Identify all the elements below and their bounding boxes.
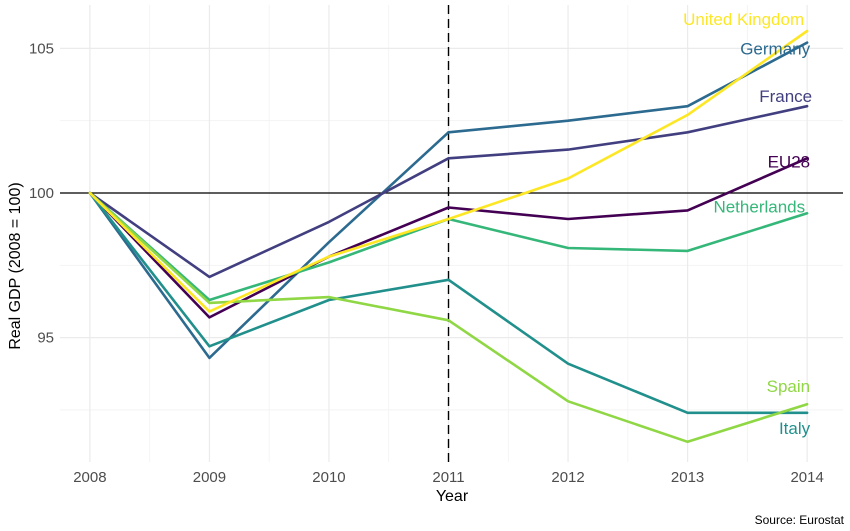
- series-label-eu28: EU28: [768, 152, 811, 171]
- series-label-france: France: [759, 87, 812, 106]
- x-tick-label: 2010: [312, 469, 345, 486]
- x-tick-label: 2009: [193, 469, 226, 486]
- major-gridlines: [60, 5, 843, 462]
- series-line-spain: [88, 191, 809, 444]
- series-label-united-kingdom: United Kingdom: [683, 10, 804, 29]
- x-tick-label: 2008: [73, 469, 106, 486]
- x-tick-label: 2014: [790, 469, 823, 486]
- y-tick-label: 100: [29, 185, 54, 202]
- reference-lines: [60, 5, 843, 462]
- series-label-italy: Italy: [779, 419, 811, 438]
- series-label-germany: Germany: [740, 40, 810, 59]
- series-label-spain: Spain: [767, 377, 810, 396]
- y-tick-label: 95: [37, 330, 54, 347]
- y-tick-label: 105: [29, 40, 54, 57]
- series-label-netherlands: Netherlands: [713, 197, 805, 216]
- y-tick-labels: 95 100 105: [29, 40, 54, 346]
- series-labels: Germany France EU28 Netherlands Italy Spain Un…: [683, 10, 812, 438]
- series-line-united-kingdom: [88, 29, 809, 313]
- minor-gridlines: [60, 5, 843, 462]
- source-caption: Source: Eurostat: [755, 513, 845, 527]
- series-lines: [88, 29, 809, 444]
- x-axis-title: Year: [436, 488, 469, 505]
- x-tick-label: 2011: [432, 469, 464, 486]
- series-line-france: [88, 104, 809, 279]
- x-tick-labels: 2008 2009 2010 2011 2012 2013 2014: [73, 469, 824, 486]
- x-tick-label: 2013: [671, 469, 704, 486]
- y-axis-title: Real GDP (2008 = 100): [7, 182, 24, 349]
- series-line-italy: [88, 191, 809, 415]
- series-line-germany: [88, 41, 809, 360]
- x-tick-label: 2012: [551, 469, 584, 486]
- series-line-eu28: [88, 157, 809, 319]
